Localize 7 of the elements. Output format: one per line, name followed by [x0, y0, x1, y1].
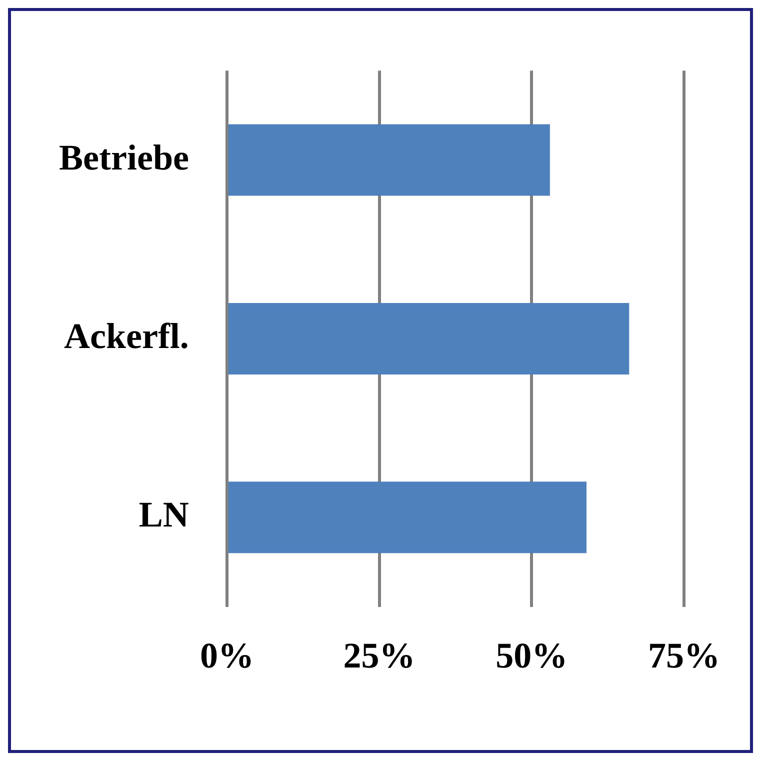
y-tick-label: Ackerfl.	[64, 316, 189, 356]
y-tick-label: LN	[138, 494, 189, 535]
x-tick-label: 75%	[648, 636, 720, 676]
y-tick-label: Betriebe	[59, 137, 189, 178]
x-tick-label: 0%	[200, 636, 254, 676]
x-tick-label: 25%	[343, 636, 416, 676]
x-tick-label: 50%	[496, 636, 568, 676]
